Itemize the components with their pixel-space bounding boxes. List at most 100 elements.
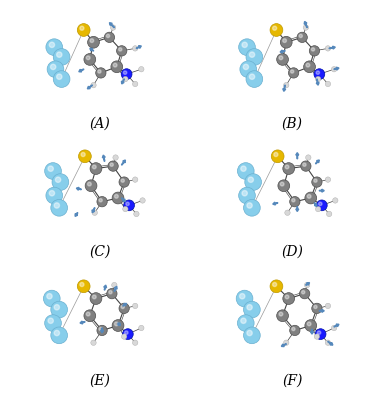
Circle shape — [90, 39, 94, 42]
Circle shape — [283, 340, 289, 345]
Circle shape — [97, 325, 107, 335]
Circle shape — [139, 325, 144, 331]
Circle shape — [312, 303, 322, 314]
Circle shape — [245, 174, 261, 190]
Circle shape — [96, 68, 106, 78]
Circle shape — [314, 334, 319, 339]
Circle shape — [121, 179, 124, 182]
Circle shape — [325, 81, 330, 87]
Circle shape — [55, 177, 61, 183]
Circle shape — [93, 295, 96, 299]
Circle shape — [305, 192, 317, 204]
Circle shape — [80, 26, 84, 30]
Circle shape — [132, 46, 138, 51]
Circle shape — [49, 42, 54, 48]
Circle shape — [239, 187, 255, 204]
Circle shape — [240, 293, 245, 299]
Circle shape — [304, 61, 316, 73]
Circle shape — [98, 70, 101, 73]
Circle shape — [85, 180, 97, 192]
Circle shape — [314, 69, 325, 80]
Circle shape — [93, 165, 96, 169]
Circle shape — [315, 329, 326, 339]
Circle shape — [86, 312, 90, 316]
Circle shape — [54, 305, 60, 310]
Circle shape — [292, 327, 295, 331]
Circle shape — [123, 71, 127, 74]
Circle shape — [45, 163, 62, 179]
Circle shape — [316, 206, 321, 212]
Circle shape — [280, 182, 284, 186]
Circle shape — [325, 303, 330, 308]
Circle shape — [45, 315, 62, 331]
Circle shape — [246, 71, 263, 88]
Circle shape — [132, 303, 138, 308]
Text: (C): (C) — [89, 245, 110, 259]
Circle shape — [46, 39, 63, 55]
Circle shape — [277, 53, 289, 65]
Circle shape — [309, 46, 319, 56]
Circle shape — [297, 32, 307, 42]
Circle shape — [278, 180, 290, 192]
Circle shape — [316, 76, 321, 82]
Circle shape — [285, 165, 289, 169]
Circle shape — [54, 203, 60, 208]
Circle shape — [316, 71, 319, 74]
FancyArrow shape — [109, 23, 114, 28]
FancyArrow shape — [334, 324, 339, 327]
Text: (E): (E) — [89, 374, 110, 388]
Circle shape — [240, 61, 257, 78]
Circle shape — [280, 36, 292, 48]
Circle shape — [119, 303, 129, 314]
Circle shape — [92, 210, 98, 215]
Circle shape — [51, 327, 67, 344]
FancyArrow shape — [87, 85, 93, 89]
Circle shape — [306, 63, 310, 67]
Circle shape — [290, 70, 294, 73]
FancyArrow shape — [136, 46, 142, 49]
Circle shape — [108, 161, 118, 171]
Circle shape — [272, 26, 277, 30]
FancyArrow shape — [75, 213, 78, 216]
Circle shape — [48, 318, 53, 324]
Circle shape — [247, 305, 252, 310]
Circle shape — [132, 177, 138, 182]
Circle shape — [111, 61, 123, 73]
Circle shape — [90, 293, 102, 305]
FancyArrow shape — [334, 67, 339, 70]
Circle shape — [247, 330, 252, 336]
Circle shape — [123, 206, 128, 212]
Circle shape — [242, 42, 247, 48]
Circle shape — [112, 282, 117, 288]
Circle shape — [299, 34, 302, 38]
Circle shape — [285, 295, 289, 299]
Circle shape — [107, 289, 117, 299]
Circle shape — [53, 49, 70, 65]
Circle shape — [283, 39, 287, 42]
Circle shape — [119, 177, 129, 187]
FancyArrow shape — [306, 283, 310, 286]
Circle shape — [236, 290, 253, 307]
Circle shape — [51, 200, 67, 216]
Circle shape — [238, 315, 254, 331]
Circle shape — [319, 202, 322, 206]
Circle shape — [306, 155, 311, 160]
Circle shape — [77, 280, 90, 293]
Text: (F): (F) — [282, 374, 303, 388]
Circle shape — [305, 282, 310, 288]
Circle shape — [249, 74, 255, 79]
Circle shape — [303, 25, 309, 30]
Circle shape — [301, 161, 311, 171]
Circle shape — [305, 320, 317, 331]
Circle shape — [289, 68, 299, 78]
Circle shape — [99, 198, 102, 202]
FancyArrow shape — [296, 207, 299, 211]
FancyArrow shape — [316, 160, 319, 164]
Circle shape — [243, 301, 260, 318]
FancyArrow shape — [80, 321, 85, 324]
Circle shape — [241, 166, 246, 171]
Circle shape — [78, 150, 91, 163]
Circle shape — [332, 198, 338, 203]
Circle shape — [109, 291, 112, 294]
Circle shape — [111, 25, 116, 30]
